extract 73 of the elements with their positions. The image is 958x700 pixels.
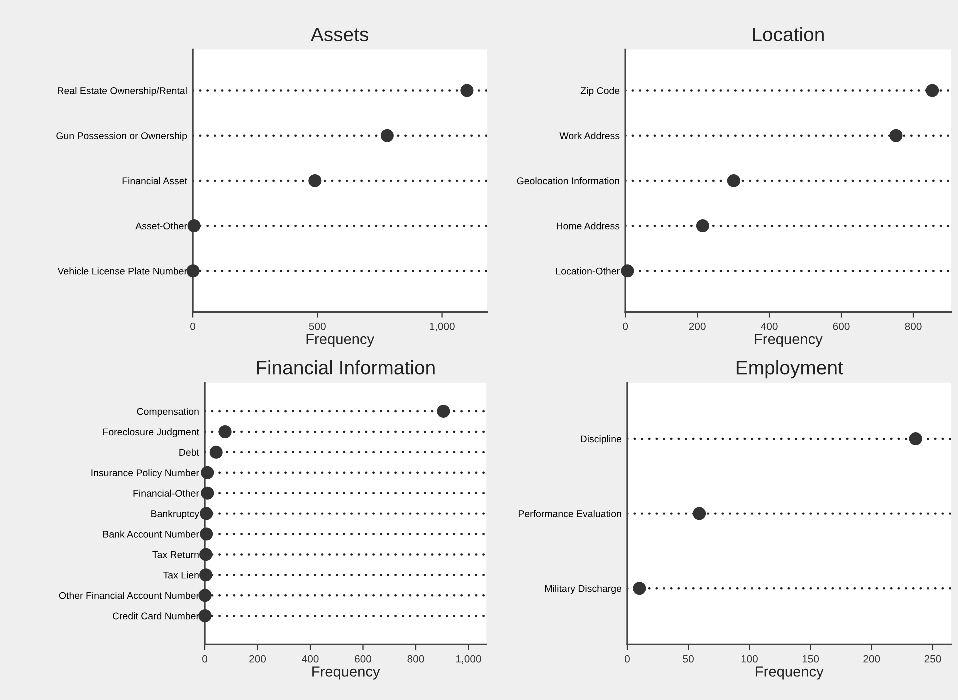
x-tick-label: 400 [761,322,778,330]
point [200,548,213,562]
point [218,425,232,438]
y-tick-label: Tax Return [152,552,199,558]
x-tick-label: 200 [864,655,880,663]
chart-title: Assets [310,28,369,42]
point [198,610,212,623]
y-tick-label: Financial-Other [134,490,200,497]
y-tick-label: Military Discharge [545,585,622,594]
point [201,466,214,480]
y-tick-label: Asset-Other [136,222,188,230]
y-tick-label: Location-Other [556,268,620,275]
x-tick-label: 150 [802,655,820,663]
chart-title: Financial Information [257,360,435,375]
point [727,174,740,188]
point [621,264,634,278]
x-tick-label: 50 [683,655,694,663]
y-tick-label: Home Address [557,222,620,230]
point [210,446,223,459]
x-tick-label: 600 [355,655,372,663]
point [437,405,450,418]
point [460,84,474,98]
point [200,507,214,520]
x-tick-label: 1,000 [456,655,482,664]
y-tick-label: Work Address [560,132,620,140]
x-tick-label: 800 [905,322,922,330]
y-tick-label: Zip Code [580,87,620,96]
y-tick-label: Performance Evaluation [518,510,622,518]
y-tick-label: Debt [180,448,200,456]
x-tick-label: 100 [742,655,758,663]
x-tick-label: 0 [623,322,628,330]
x-tick-label: 250 [924,655,942,663]
y-tick-label: Insurance Policy Number [92,469,200,478]
x-axis-title: Frequency [755,334,823,348]
point [188,220,201,233]
y-tick-label: Tax Lien [163,572,199,579]
x-axis-title: Frequency [306,334,375,348]
point [186,264,200,278]
point [201,486,214,500]
chart-title: Location [753,27,824,42]
y-tick-label: Compensation [137,408,199,418]
y-tick-label: Geolocation Information [517,177,620,185]
point [926,84,940,98]
y-tick-label: Financial Asset [122,177,188,185]
point [380,129,394,142]
x-axis-title: Frequency [756,666,824,680]
x-tick-label: 1,000 [430,322,455,332]
x-tick-label: 200 [250,655,266,663]
point [200,528,214,541]
x-tick-label: 400 [302,655,319,663]
point [200,568,213,582]
y-tick-label: Foreclosure Judgment [104,428,200,438]
y-tick-label: Bankruptcy [152,510,200,520]
y-tick-label: Bank Account Number [104,530,200,538]
x-tick-label: 800 [408,655,424,663]
y-tick-label: Credit Card Number [112,612,200,620]
x-tick-label: 0 [190,322,196,330]
chart-title: Employment [736,360,844,379]
x-tick-label: 600 [833,322,850,330]
y-tick-label: Discipline [581,435,622,445]
point [198,589,212,602]
y-tick-label: Real Estate Ownership/Rental [58,87,187,96]
point [890,129,903,142]
point [696,220,710,233]
y-tick-label: Vehicle License Plate Number [58,268,188,275]
point [308,174,322,188]
y-tick-label: Other Financial Account Number [59,592,200,600]
x-tick-label: 0 [202,655,208,663]
x-tick-label: 0 [625,655,630,663]
y-tick-label: Gun Possession or Ownership [56,132,188,142]
x-tick-label: 200 [689,322,706,330]
x-tick-label: 500 [309,322,326,330]
x-axis-title: Frequency [312,666,380,680]
